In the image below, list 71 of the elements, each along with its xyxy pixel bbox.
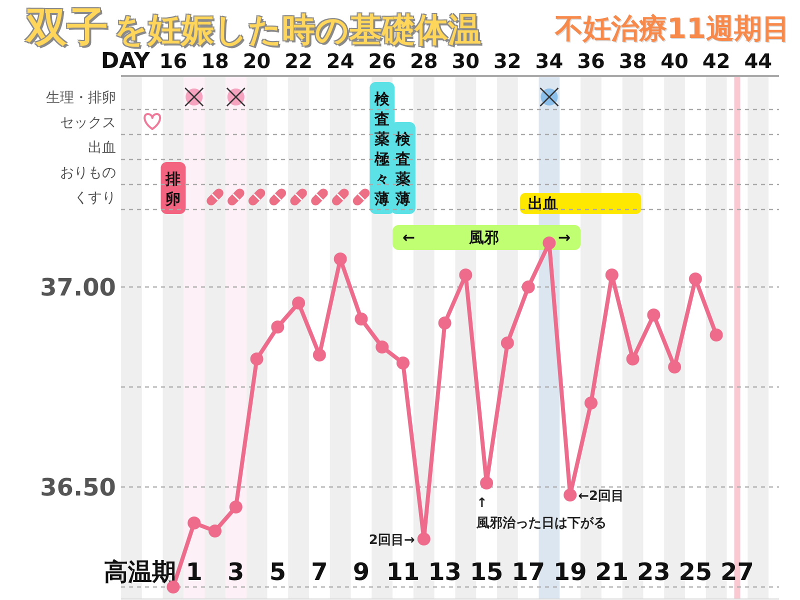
x-tick-label: 18 <box>201 49 229 73</box>
x-tick-label: 40 <box>660 49 688 73</box>
band-label: 排卵 <box>164 170 181 208</box>
point <box>417 532 430 546</box>
point <box>626 352 640 366</box>
point <box>229 500 242 514</box>
x-tick-label: 38 <box>618 49 647 73</box>
x-tick-label: 20 <box>242 49 271 73</box>
point <box>188 516 201 530</box>
x-tick-label: 34 <box>535 49 564 73</box>
x-tick-label: 15 <box>470 558 504 586</box>
point <box>564 488 577 502</box>
x-tick-label: 44 <box>744 49 772 73</box>
x-tick-label: 27 <box>720 558 754 586</box>
point <box>271 320 284 334</box>
x-tick-label: 9 <box>352 558 370 586</box>
point <box>542 236 556 250</box>
x-tick-label: 36 <box>577 49 605 73</box>
x-tick-label: 32 <box>494 49 522 73</box>
x-tick-label: 25 <box>678 558 712 586</box>
band-label: 出血 <box>528 194 558 212</box>
annotation: 2回目→ <box>368 533 415 548</box>
x-tick-label: 24 <box>326 49 354 73</box>
point <box>480 476 494 490</box>
x-axis-title: DAY <box>100 49 152 74</box>
y-tick-label: おりもの <box>60 165 116 182</box>
point <box>459 268 472 282</box>
text: ← 風邪 → <box>402 228 571 246</box>
x-tick-label: 21 <box>595 558 629 586</box>
x-tick-label: 28 <box>410 49 438 73</box>
x-tick-label: 11 <box>386 558 420 586</box>
point <box>250 352 264 366</box>
point <box>438 316 452 330</box>
point <box>647 308 660 322</box>
x-tick-label: 16 <box>159 49 188 73</box>
x-tick-label: 1 <box>186 558 202 586</box>
x-tick-label: 19 <box>553 558 587 586</box>
point <box>334 252 347 266</box>
y-tick-label: 生理・排卵 <box>46 90 116 106</box>
x-tick-label: 30 <box>452 49 480 73</box>
chart-subtitle: 不妊治療11週期目 <box>555 11 790 47</box>
y-tick-label: 出血 <box>88 140 116 156</box>
chart-title: 双子を妊娠した時の基礎体温 <box>26 3 481 51</box>
y-tick-label: セックス <box>60 115 116 132</box>
point <box>500 336 514 350</box>
x-tick-label: 13 <box>428 558 462 586</box>
point <box>688 272 702 286</box>
point <box>668 360 682 374</box>
x-tick-label: 26 <box>368 49 396 73</box>
x-tick-label: 5 <box>269 558 286 586</box>
point <box>396 356 410 370</box>
x-tick-label: 22 <box>284 49 312 73</box>
x-tick-label: 23 <box>636 558 670 586</box>
point <box>312 348 326 362</box>
x-tick-label: 17 <box>512 558 546 586</box>
y-tick-label: 36.50 <box>40 474 116 502</box>
point <box>376 340 389 354</box>
point <box>292 296 306 310</box>
x-tick-label: 3 <box>228 558 244 586</box>
y-tick-label: 37.00 <box>40 274 116 302</box>
point <box>522 280 535 294</box>
x-tick-label: 42 <box>702 49 730 73</box>
x-axis-title: 高温期 <box>104 558 176 586</box>
point <box>584 396 598 410</box>
x-tick-label: 7 <box>311 558 328 586</box>
band-label: 検査薬薄 <box>394 130 412 208</box>
point <box>605 268 618 282</box>
y-tick-label: くすり <box>74 190 116 206</box>
point <box>354 312 368 326</box>
point <box>208 524 222 538</box>
point <box>710 328 723 342</box>
